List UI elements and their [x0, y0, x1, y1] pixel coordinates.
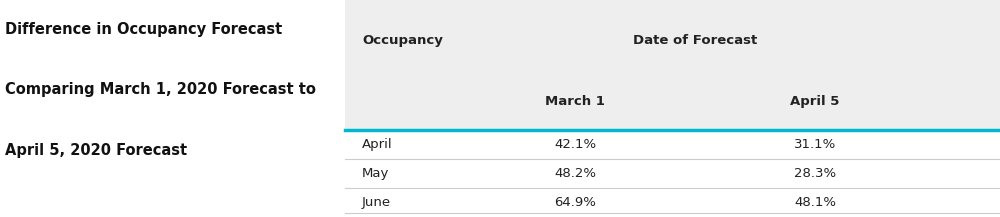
Text: May: May [362, 167, 389, 180]
Text: April 5: April 5 [790, 95, 840, 108]
Text: 48.2%: 48.2% [554, 167, 596, 180]
Text: 42.1%: 42.1% [554, 138, 596, 151]
Text: Date of Forecast: Date of Forecast [633, 34, 757, 47]
Bar [345, 130, 1000, 159]
Bar [345, 188, 1000, 217]
Text: Comparing March 1, 2020 Forecast to: Comparing March 1, 2020 Forecast to [5, 82, 316, 97]
Text: April 5, 2020 Forecast: April 5, 2020 Forecast [5, 143, 187, 158]
Bar [345, 0, 1000, 217]
Text: 28.3%: 28.3% [794, 167, 836, 180]
Text: March 1: March 1 [545, 95, 605, 108]
Text: April: April [362, 138, 393, 151]
Bar [345, 159, 1000, 188]
Text: June: June [362, 196, 391, 209]
Text: 31.1%: 31.1% [794, 138, 836, 151]
Text: Difference in Occupancy Forecast: Difference in Occupancy Forecast [5, 22, 282, 37]
Text: 64.9%: 64.9% [554, 196, 596, 209]
Text: 48.1%: 48.1% [794, 196, 836, 209]
Text: Occupancy: Occupancy [362, 34, 443, 47]
